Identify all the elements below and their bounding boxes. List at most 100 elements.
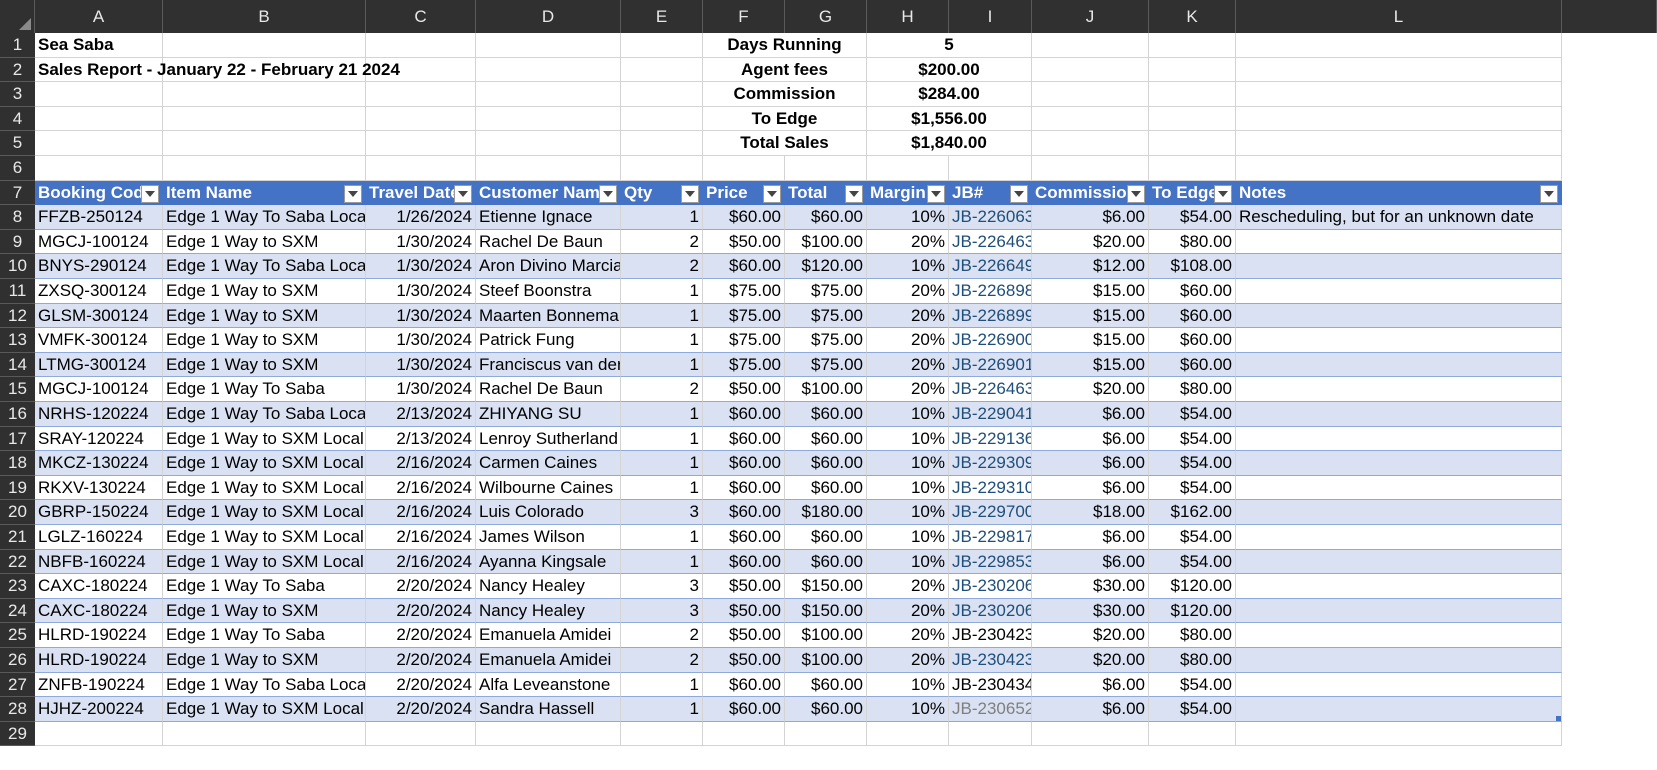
table-cell[interactable]: $54.00 — [1149, 672, 1236, 698]
row-header[interactable]: 26 — [0, 648, 35, 673]
table-cell[interactable]: JB-229310 — [949, 475, 1032, 501]
row-header[interactable]: 12 — [0, 303, 35, 329]
table-cell[interactable]: $54.00 — [1149, 475, 1236, 501]
notes-cell[interactable] — [1236, 426, 1562, 452]
table-cell[interactable]: Edge 1 Way To Saba Local — [163, 254, 366, 279]
table-cell[interactable]: 2/20/2024 — [366, 574, 476, 599]
table-cell[interactable]: 2 — [621, 623, 703, 648]
table-cell[interactable]: Edge 1 Way To Saba Local — [163, 402, 366, 427]
grid-cell[interactable] — [366, 82, 476, 107]
grid-cell[interactable] — [1236, 82, 1562, 107]
row-header[interactable]: 5 — [0, 131, 35, 156]
table-cell[interactable]: JB-226463 — [949, 377, 1032, 402]
table-cell[interactable]: $60.00 — [703, 525, 785, 550]
notes-cell[interactable] — [1236, 672, 1562, 698]
table-cell[interactable]: Sandra Hassell — [476, 697, 621, 722]
grid-cell[interactable] — [476, 82, 621, 107]
table-cell[interactable]: 20% — [867, 574, 949, 599]
grid-cell[interactable] — [703, 721, 785, 747]
grid-cell[interactable] — [163, 156, 366, 181]
table-cell[interactable]: $50.00 — [703, 229, 785, 255]
table-cell[interactable]: $100.00 — [785, 377, 867, 402]
row-header[interactable]: 15 — [0, 377, 35, 402]
table-cell[interactable]: 10% — [867, 549, 949, 575]
table-cell[interactable]: Emanuela Amidei — [476, 648, 621, 673]
table-cell[interactable]: 20% — [867, 303, 949, 329]
filter-dropdown-icon[interactable] — [763, 184, 781, 203]
table-cell[interactable]: $60.00 — [1149, 352, 1236, 378]
table-cell[interactable]: 20% — [867, 648, 949, 673]
row-header[interactable]: 17 — [0, 426, 35, 452]
table-cell[interactable]: Edge 1 Way to SXM Local — [163, 549, 366, 575]
table-cell[interactable]: $120.00 — [1149, 574, 1236, 599]
notes-cell[interactable] — [1236, 352, 1562, 378]
column-header-f[interactable]: F — [703, 0, 785, 33]
summary-value[interactable]: $200.00 — [867, 57, 1032, 83]
table-cell[interactable]: JB-229817 — [949, 525, 1032, 550]
grid-cell[interactable] — [35, 33, 163, 58]
row-header[interactable]: 13 — [0, 328, 35, 353]
table-cell[interactable]: 2/16/2024 — [366, 475, 476, 501]
grid-cell[interactable] — [476, 33, 621, 58]
row-header[interactable]: 25 — [0, 623, 35, 648]
table-cell[interactable]: JB-226898 — [949, 279, 1032, 304]
table-cell[interactable]: MGCJ-100124 — [35, 229, 163, 255]
table-cell[interactable]: SRAY-120224 — [35, 426, 163, 452]
grid-cell[interactable] — [366, 156, 476, 181]
table-resize-handle[interactable] — [1556, 715, 1561, 721]
grid-cell[interactable] — [1236, 33, 1562, 58]
table-cell[interactable]: JB-226900 — [949, 328, 1032, 353]
table-cell[interactable]: JB-229136 — [949, 426, 1032, 452]
notes-cell[interactable] — [1236, 402, 1562, 427]
grid-cell[interactable] — [476, 106, 621, 132]
table-cell[interactable]: Wilbourne Caines — [476, 475, 621, 501]
row-header[interactable]: 22 — [0, 549, 35, 575]
grid-cell[interactable] — [1149, 156, 1236, 181]
table-cell[interactable]: $60.00 — [785, 451, 867, 476]
row-header[interactable]: 23 — [0, 574, 35, 599]
table-cell[interactable]: 10% — [867, 451, 949, 476]
grid-cell[interactable] — [621, 156, 703, 181]
table-cell[interactable]: $60.00 — [703, 254, 785, 279]
table-cell[interactable]: 2 — [621, 648, 703, 673]
row-header[interactable]: 16 — [0, 402, 35, 427]
table-cell[interactable]: $54.00 — [1149, 451, 1236, 476]
grid-cell[interactable] — [867, 156, 949, 181]
table-cell[interactable]: 1/30/2024 — [366, 377, 476, 402]
table-cell[interactable]: JB-226899 — [949, 303, 1032, 329]
table-cell[interactable]: $60.00 — [1149, 328, 1236, 353]
table-cell[interactable]: CAXC-180224 — [35, 574, 163, 599]
notes-cell[interactable] — [1236, 475, 1562, 501]
grid-cell[interactable] — [476, 156, 621, 181]
summary-value[interactable]: 5 — [867, 33, 1032, 58]
grid-cell[interactable] — [35, 721, 163, 747]
table-cell[interactable]: Franciscus van der — [476, 352, 621, 378]
table-cell[interactable]: JB-226463 — [949, 229, 1032, 255]
grid-cell[interactable] — [163, 82, 366, 107]
table-cell[interactable]: $60.00 — [703, 205, 785, 230]
table-cell[interactable]: Edge 1 Way To Saba Local — [163, 672, 366, 698]
row-header[interactable]: 14 — [0, 352, 35, 378]
filter-dropdown-icon[interactable] — [1214, 184, 1232, 203]
summary-value[interactable]: $1,556.00 — [867, 106, 1032, 132]
row-header[interactable]: 11 — [0, 279, 35, 304]
table-cell[interactable]: $80.00 — [1149, 229, 1236, 255]
table-cell[interactable]: Edge 1 Way To Saba — [163, 574, 366, 599]
filter-dropdown-icon[interactable] — [454, 184, 472, 203]
table-cell[interactable]: CAXC-180224 — [35, 598, 163, 624]
table-cell[interactable]: 20% — [867, 377, 949, 402]
grid-cell[interactable] — [366, 131, 476, 156]
table-cell[interactable]: Luis Colorado — [476, 500, 621, 525]
table-cell[interactable]: $150.00 — [785, 574, 867, 599]
table-cell[interactable]: 3 — [621, 574, 703, 599]
notes-cell[interactable]: Rescheduling, but for an unknown date — [1236, 205, 1562, 230]
table-cell[interactable]: $75.00 — [703, 279, 785, 304]
grid-cell[interactable] — [366, 106, 476, 132]
row-header[interactable]: 7 — [0, 180, 35, 206]
grid-cell[interactable] — [621, 106, 703, 132]
table-cell[interactable]: Edge 1 Way to SXM — [163, 598, 366, 624]
table-cell[interactable]: JB-230206 — [949, 574, 1032, 599]
table-cell[interactable]: 2/20/2024 — [366, 672, 476, 698]
table-cell[interactable]: $60.00 — [703, 451, 785, 476]
table-cell[interactable]: Alfa Leveanstone — [476, 672, 621, 698]
